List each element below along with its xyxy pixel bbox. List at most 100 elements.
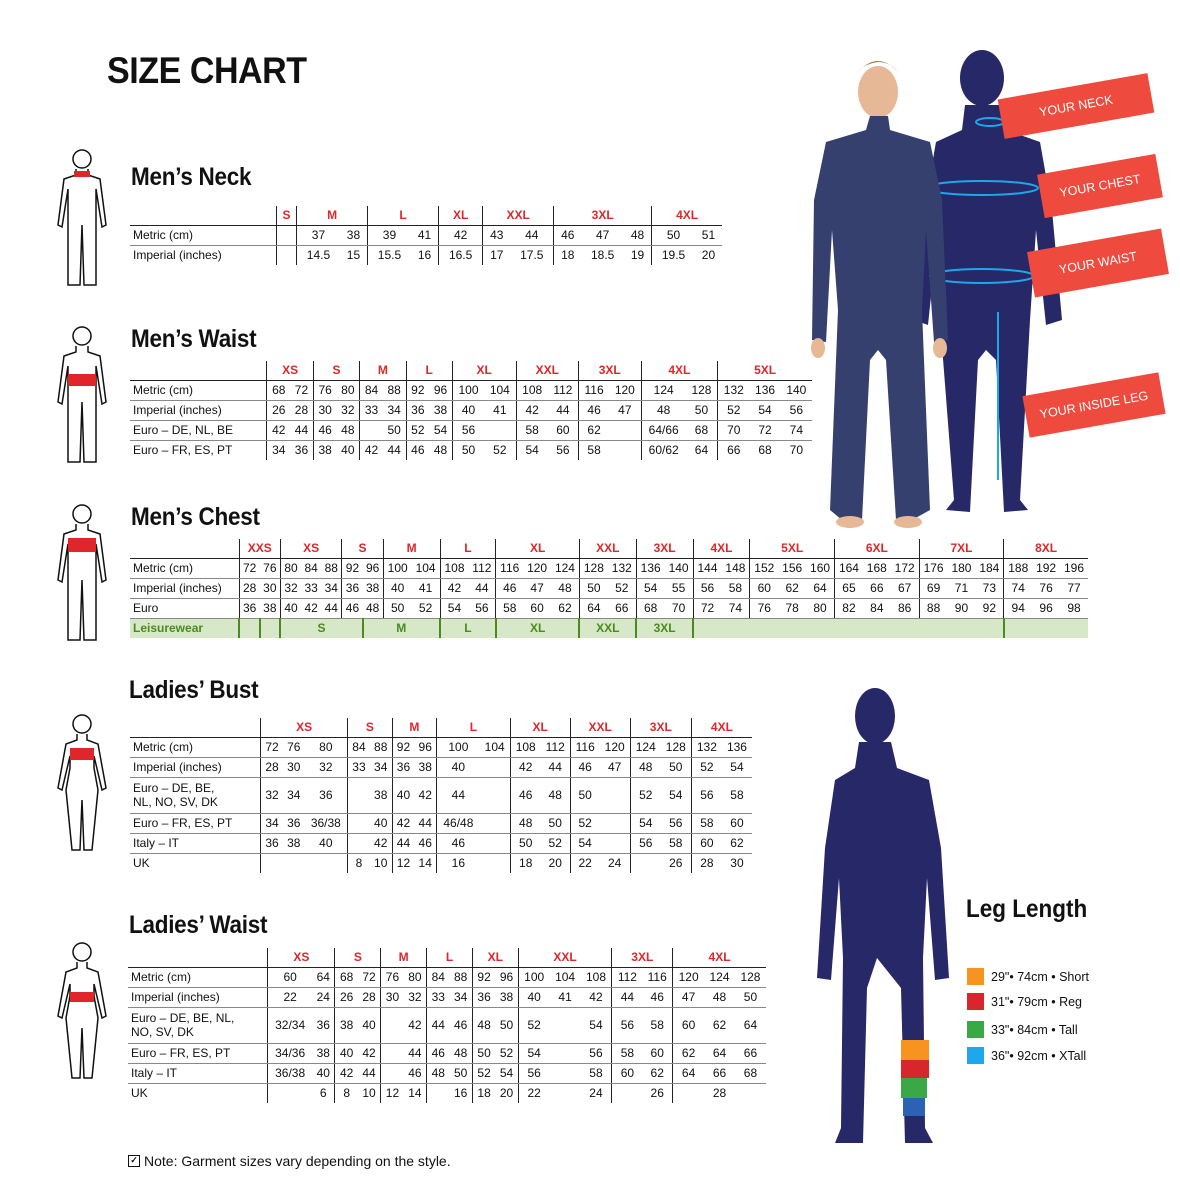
size-label: XS (260, 718, 348, 738)
measurement-cell: 30 (282, 757, 305, 778)
measurement-cell: 94 (1003, 598, 1033, 619)
measurement-cell: 60 (749, 578, 779, 599)
page-title: SIZE CHART (107, 50, 307, 91)
row-label-text: Imperial (inches) (133, 248, 222, 263)
measurement-cell: 54 (635, 578, 665, 599)
measurement-cell: 12 (391, 853, 415, 873)
measurement-cell: 22 (267, 987, 313, 1008)
measurement-cell: 50 (451, 440, 485, 460)
xtall-band (903, 1098, 925, 1116)
measurement-cell: 18.5 (590, 248, 615, 263)
measurement-cell: 64 (734, 1007, 766, 1044)
measurement-cell: 90 (947, 598, 976, 619)
row-label: Euro – FR, ES, PT (128, 1043, 269, 1064)
measurement-cell: 46 (449, 1007, 473, 1044)
measurement-cell: 10 (374, 856, 388, 871)
measurement-cell: 32 (403, 987, 427, 1008)
size-label: M (296, 206, 368, 226)
row-label: Italy – IT (130, 833, 262, 854)
measurement-cell: 46 (405, 440, 430, 460)
measurement-cell (283, 853, 305, 873)
measurement-cell: 46 (312, 420, 337, 441)
measurement-cell: 38 (369, 777, 393, 814)
measurement-cell: 42 (515, 400, 548, 421)
row-label: UK (130, 853, 262, 873)
measurement-cell: 120 (609, 380, 641, 401)
size-label: S (312, 361, 360, 381)
row-label: UK (128, 1083, 269, 1103)
size-label: XS (279, 539, 342, 559)
row-label: Imperial (inches) (130, 400, 268, 421)
measurement-cell: 46 (495, 578, 524, 599)
measurement-cell: 44 (290, 420, 314, 441)
row-label-text: Imperial (inches) (133, 403, 222, 417)
measurement-cell: 104 (411, 558, 441, 579)
legend-label: 33"• 84cm • Tall (991, 1022, 1078, 1037)
measurement-cell: 42 (359, 440, 383, 460)
size-header-row: XXS XS S M L XL XXL 3XL 4XL 5XL 6XL 7XL 8XL (130, 539, 1088, 559)
measurement-cell: 28 (712, 1086, 727, 1101)
measurement-cell: 58 (495, 598, 524, 619)
measurement-cell: 48 (426, 1063, 450, 1084)
measurement-cell (275, 245, 297, 265)
corner-cell (130, 539, 240, 559)
measurement-cell: 66 (862, 578, 891, 599)
measurement-cell: 46 (553, 225, 582, 246)
table-row: Imperial (inches) 22 24 26 28 30 32 33 34 36 38 40 4… (128, 987, 766, 1008)
measurement-cell: 24 (608, 856, 622, 871)
measurement-cell: 72 (692, 598, 722, 619)
measurement-cell: 156 (778, 558, 807, 579)
measurement-cell (426, 1083, 450, 1103)
measurement-cell: 50 (471, 1043, 496, 1064)
measurement-cell: 76 (259, 558, 281, 579)
measurement-cell: 56 (692, 578, 722, 599)
measurement-cell: 120 (672, 967, 705, 988)
measurement-cell: 46 (509, 777, 541, 814)
row-label: Italy – IT (128, 1063, 269, 1084)
measurement-cell: 62 (578, 420, 610, 441)
measurement-cell: 56 (517, 1063, 550, 1084)
measurement-cell: 80 (336, 380, 360, 401)
measurement-cell: 44 (468, 578, 496, 599)
note-text: Note: Garment sizes vary depending on th… (144, 1153, 451, 1169)
measurement-cell: 60 (642, 1043, 673, 1064)
measurement-cell: 44 (391, 833, 415, 854)
measurement-cell: 15 (346, 248, 361, 263)
measurement-cell (599, 777, 631, 814)
size-header-row: XS S M L XL XXL 3XL 4XL (128, 948, 766, 968)
measurement-cell: 24 (589, 1086, 603, 1101)
measurement-cell: 56 (660, 813, 692, 834)
measurement-cell: 64 (704, 1043, 735, 1064)
measurement-cell: 14 (418, 856, 432, 871)
measurement-cell: 58 (721, 578, 750, 599)
measurement-cell: 39 (367, 225, 411, 246)
measurement-cell: 52 (540, 833, 571, 854)
measurement-cell: 47 (523, 578, 552, 599)
measurement-cell: 48 (623, 225, 652, 246)
row-label: Imperial (inches) (130, 757, 262, 778)
measurement-cell: 136 (721, 737, 752, 758)
reg-swatch (967, 993, 984, 1010)
size-label: XL (451, 361, 516, 381)
size-label: 3XL (578, 361, 641, 381)
measurement-cell: 124 (551, 558, 580, 579)
table-row: Metric (cm) 68 72 76 80 84 88 92 96 100 104 108 112 1… (130, 380, 812, 401)
measurement-cell: 116 (642, 967, 673, 988)
measurement-cell: 26 (669, 856, 683, 871)
measurement-cell: 88 (369, 737, 393, 758)
measurement-cell: 36 (260, 833, 283, 854)
measurement-cell: 46 (578, 400, 610, 421)
measurement-cell: 60 (690, 833, 722, 854)
measurement-cell: 120 (599, 737, 631, 758)
leisurewear-size: XXL (578, 618, 637, 638)
measurement-cell: 52 (517, 1007, 550, 1044)
measurement-cell: 72 (357, 967, 381, 988)
measurement-cell: 16 (436, 853, 480, 873)
size-label: XL (471, 948, 519, 968)
size-label: L (367, 206, 439, 226)
measurement-cell: 34 (369, 757, 393, 778)
body-outline-waist-icon (57, 326, 107, 463)
measurement-cell: 60 (611, 1063, 643, 1084)
leg-length-title: Leg Length (966, 895, 1088, 923)
measurement-cell: 48 (704, 987, 735, 1008)
